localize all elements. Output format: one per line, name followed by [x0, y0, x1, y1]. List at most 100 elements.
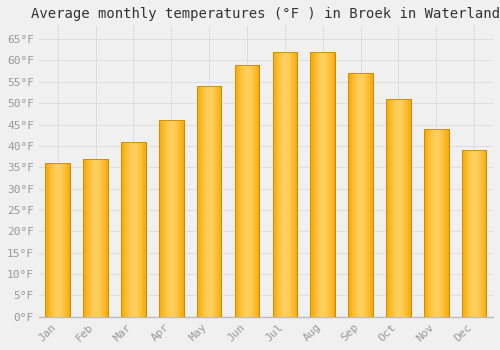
Bar [430, 129, 432, 317]
Bar [446, 129, 447, 317]
Bar [462, 150, 486, 317]
Bar [99, 159, 100, 317]
Bar [131, 142, 132, 317]
Bar [238, 65, 239, 317]
Bar [325, 52, 326, 317]
Bar [371, 73, 372, 317]
Bar [433, 129, 434, 317]
Bar [204, 86, 205, 317]
Bar [462, 150, 486, 317]
Bar [220, 86, 222, 317]
Bar [94, 159, 95, 317]
Bar [121, 142, 146, 317]
Bar [316, 52, 317, 317]
Bar [214, 86, 215, 317]
Bar [93, 159, 94, 317]
Bar [90, 159, 92, 317]
Bar [404, 99, 405, 317]
Bar [234, 65, 260, 317]
Bar [86, 159, 88, 317]
Bar [136, 142, 138, 317]
Bar [243, 65, 244, 317]
Bar [121, 142, 122, 317]
Bar [354, 73, 355, 317]
Bar [366, 73, 367, 317]
Bar [348, 73, 373, 317]
Bar [239, 65, 240, 317]
Bar [318, 52, 320, 317]
Bar [294, 52, 296, 317]
Bar [58, 163, 59, 317]
Bar [211, 86, 212, 317]
Bar [356, 73, 358, 317]
Bar [257, 65, 258, 317]
Bar [130, 142, 131, 317]
Bar [124, 142, 125, 317]
Bar [89, 159, 90, 317]
Bar [237, 65, 238, 317]
Bar [169, 120, 170, 317]
Bar [170, 120, 172, 317]
Bar [160, 120, 162, 317]
Bar [134, 142, 135, 317]
Bar [212, 86, 214, 317]
Bar [462, 150, 464, 317]
Bar [132, 142, 134, 317]
Bar [334, 52, 335, 317]
Bar [128, 142, 130, 317]
Bar [360, 73, 362, 317]
Bar [409, 99, 410, 317]
Bar [392, 99, 394, 317]
Bar [84, 159, 108, 317]
Bar [139, 142, 140, 317]
Bar [483, 150, 484, 317]
Bar [279, 52, 280, 317]
Bar [370, 73, 371, 317]
Bar [428, 129, 429, 317]
Bar [482, 150, 483, 317]
Bar [181, 120, 182, 317]
Bar [247, 65, 248, 317]
Bar [330, 52, 331, 317]
Bar [443, 129, 444, 317]
Bar [386, 99, 410, 317]
Bar [286, 52, 288, 317]
Bar [353, 73, 354, 317]
Bar [215, 86, 216, 317]
Bar [159, 120, 184, 317]
Bar [62, 163, 64, 317]
Bar [174, 120, 176, 317]
Bar [395, 99, 396, 317]
Bar [46, 163, 70, 317]
Bar [126, 142, 127, 317]
Bar [369, 73, 370, 317]
Bar [368, 73, 369, 317]
Bar [352, 73, 353, 317]
Bar [69, 163, 70, 317]
Bar [234, 65, 260, 317]
Bar [396, 99, 397, 317]
Bar [465, 150, 466, 317]
Bar [95, 159, 96, 317]
Bar [106, 159, 107, 317]
Bar [64, 163, 65, 317]
Bar [479, 150, 480, 317]
Bar [390, 99, 391, 317]
Bar [216, 86, 218, 317]
Bar [197, 86, 222, 317]
Bar [96, 159, 97, 317]
Bar [102, 159, 103, 317]
Bar [424, 129, 425, 317]
Bar [234, 65, 236, 317]
Bar [355, 73, 356, 317]
Bar [426, 129, 428, 317]
Bar [100, 159, 102, 317]
Bar [197, 86, 222, 317]
Bar [66, 163, 67, 317]
Bar [324, 52, 325, 317]
Bar [327, 52, 328, 317]
Bar [65, 163, 66, 317]
Bar [182, 120, 183, 317]
Bar [163, 120, 164, 317]
Bar [438, 129, 440, 317]
